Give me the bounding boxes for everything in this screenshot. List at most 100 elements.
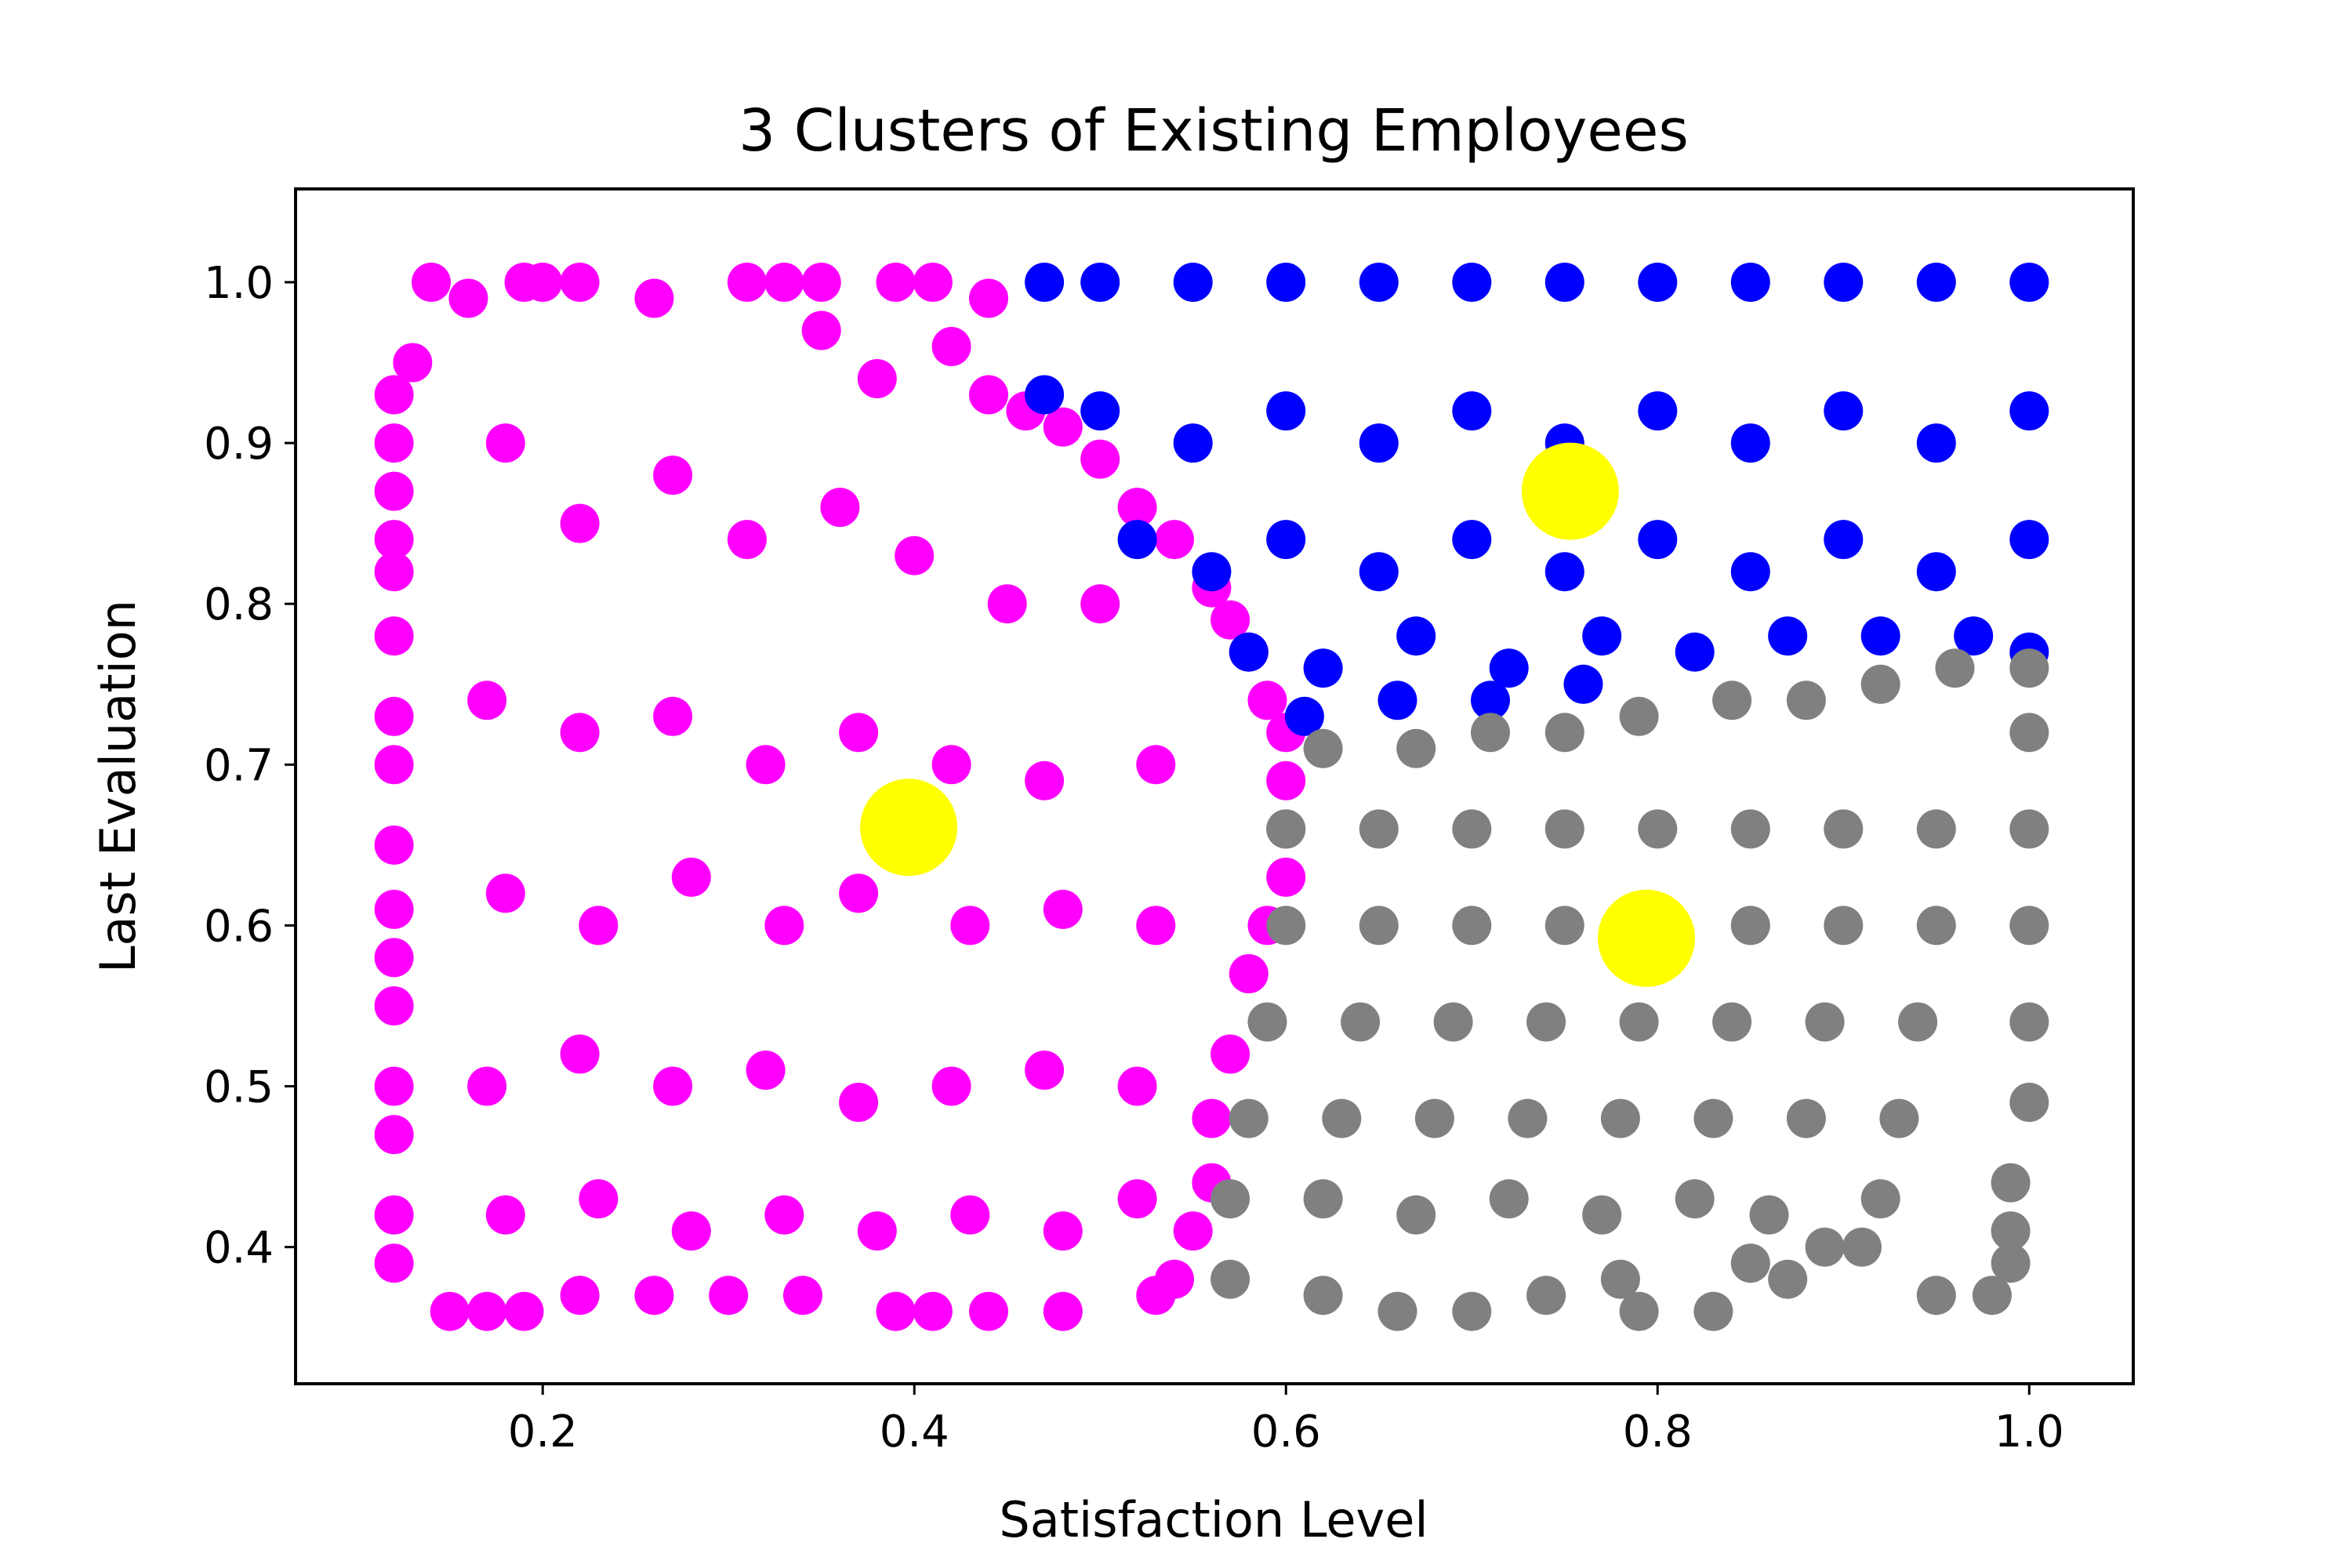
scatter-point: [1582, 616, 1622, 656]
scatter-point: [764, 263, 804, 302]
scatter-point: [1730, 906, 1770, 946]
scatter-point: [1266, 906, 1306, 946]
scatter-point: [1619, 1291, 1659, 1331]
scatter-point: [579, 1179, 619, 1219]
scatter-point: [1544, 263, 1584, 302]
scatter-point: [1396, 1195, 1436, 1235]
scatter-point: [1210, 600, 1250, 640]
scatter-point: [671, 1211, 711, 1251]
scatter-point: [1954, 616, 1994, 656]
scatter-point: [2009, 520, 2049, 560]
scatter-point: [801, 263, 841, 302]
scatter-point: [374, 889, 414, 929]
scatter-point: [1638, 520, 1678, 560]
scatter-point: [374, 1195, 414, 1235]
scatter-point: [764, 906, 804, 946]
scatter-point: [1544, 809, 1584, 849]
scatter-point: [1025, 375, 1065, 415]
scatter-point: [1526, 1002, 1566, 1042]
scatter-point: [1247, 1002, 1287, 1042]
scatter-point: [1471, 713, 1510, 753]
scatter-point: [1359, 906, 1399, 946]
scatter-point: [504, 1291, 544, 1331]
scatter-point: [2009, 906, 2049, 946]
scatter-point: [1117, 1179, 1157, 1219]
scatter-point: [1916, 263, 1956, 302]
scatter-point: [1117, 1066, 1157, 1106]
scatter-point: [1619, 696, 1659, 736]
scatter-point: [727, 520, 767, 560]
scatter-point: [1972, 1276, 2012, 1316]
scatter-point: [820, 488, 860, 528]
scatter-point: [467, 1291, 507, 1331]
scatter-point: [485, 1195, 525, 1235]
x-tick-label: 1.0: [1994, 1406, 2064, 1457]
scatter-point: [1117, 520, 1157, 560]
scatter-point: [1043, 889, 1083, 929]
scatter-point: [857, 1211, 897, 1251]
x-tick-label: 0.4: [880, 1406, 949, 1457]
scatter-point: [1824, 809, 1864, 849]
scatter-point: [1786, 1098, 1826, 1138]
scatter-point: [1824, 906, 1864, 946]
scatter-point: [1526, 1276, 1566, 1316]
scatter-point: [1916, 809, 1956, 849]
scatter-point: [931, 745, 971, 785]
scatter-point: [1452, 391, 1492, 431]
scatter-point: [1080, 584, 1120, 624]
scatter-point: [1266, 760, 1306, 800]
scatter-point: [374, 986, 414, 1025]
scatter-point: [1043, 1291, 1083, 1331]
scatter-point: [1117, 488, 1157, 528]
scatter-point: [1860, 616, 1900, 656]
scatter-point: [1359, 809, 1399, 849]
scatter-point: [374, 745, 414, 785]
scatter-point: [1824, 520, 1864, 560]
scatter-point: [1266, 809, 1306, 849]
scatter-point: [839, 873, 879, 913]
y-tick-label: 0.5: [204, 1062, 274, 1113]
scatter-point: [374, 938, 414, 978]
scatter-point: [1155, 520, 1194, 560]
scatter-point: [1600, 1098, 1640, 1138]
scatter-point: [1322, 1098, 1362, 1138]
scatter-point: [1396, 728, 1436, 768]
scatter-point: [1544, 552, 1584, 592]
scatter-point: [485, 873, 525, 913]
scatter-point: [579, 906, 619, 946]
scatter-point: [1749, 1195, 1789, 1235]
scatter-point: [1303, 1179, 1343, 1219]
scatter-point: [783, 1276, 822, 1316]
scatter-point: [653, 456, 693, 495]
scatter-point: [950, 906, 990, 946]
scatter-point: [2009, 1083, 2049, 1122]
scatter-point: [653, 1066, 693, 1106]
scatter-point: [1043, 407, 1083, 447]
scatter-point: [1638, 809, 1678, 849]
scatter-point: [1080, 439, 1120, 479]
scatter-point: [374, 825, 414, 865]
scatter-point: [1080, 391, 1120, 431]
x-tick-label: 0.8: [1623, 1406, 1693, 1457]
scatter-point: [1452, 263, 1492, 302]
scatter-point: [1025, 1051, 1065, 1090]
scatter-point: [653, 696, 693, 736]
scatter-point: [895, 535, 935, 575]
scatter-point: [374, 1066, 414, 1106]
scatter-point: [467, 1066, 507, 1106]
scatter-point: [1805, 1002, 1845, 1042]
scatter-point: [1916, 906, 1956, 946]
scatter-point: [374, 423, 414, 463]
scatter-point: [634, 278, 674, 318]
x-axis-label: Satisfaction Level: [999, 1491, 1428, 1548]
scatter-point: [1693, 1098, 1733, 1138]
scatter-point: [1452, 906, 1492, 946]
scatter-point: [1303, 728, 1343, 768]
scatter-point: [1359, 552, 1399, 592]
scatter-point: [1860, 664, 1900, 704]
scatter-point: [1229, 1098, 1269, 1138]
scatter-point: [1266, 263, 1306, 302]
scatter-point: [1043, 1211, 1083, 1251]
scatter-point: [1712, 1002, 1752, 1042]
scatter-point: [560, 1276, 600, 1316]
